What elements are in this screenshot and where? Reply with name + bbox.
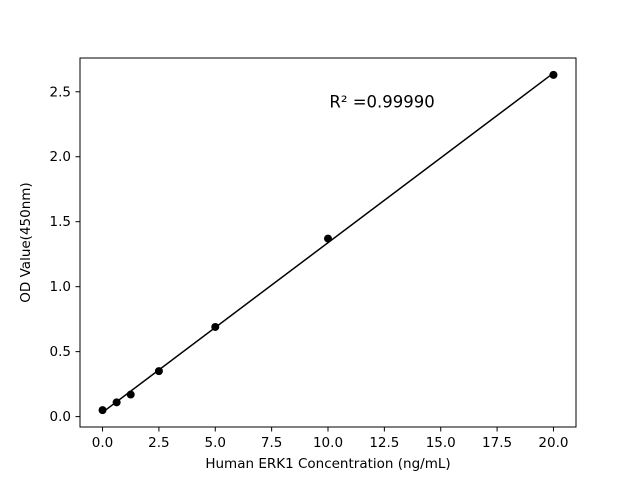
x-axis-label: Human ERK1 Concentration (ng/mL)	[205, 456, 450, 472]
y-tick-label: 1.5	[50, 214, 71, 230]
y-tick-label: 0.0	[50, 409, 71, 425]
data-point	[112, 398, 121, 407]
x-tick-label: 7.5	[261, 435, 282, 451]
x-tick-label: 15.0	[426, 435, 456, 451]
data-point	[98, 406, 107, 415]
data-point	[211, 322, 220, 331]
y-tick-label: 1.0	[50, 279, 71, 295]
r-squared-annotation: R² =0.99990	[329, 92, 434, 111]
data-point	[549, 70, 558, 79]
x-tick-label: 12.5	[369, 435, 399, 451]
data-point	[154, 367, 163, 376]
x-tick-label: 0.0	[92, 435, 113, 451]
fit-line	[102, 72, 554, 413]
x-tick-label: 5.0	[205, 435, 226, 451]
x-tick-label: 20.0	[538, 435, 568, 451]
data-point	[324, 234, 332, 243]
y-tick-label: 2.5	[50, 84, 71, 100]
y-tick-label: 2.0	[50, 149, 71, 165]
y-tick-label: 0.5	[50, 344, 71, 360]
x-tick-label: 17.5	[482, 435, 512, 451]
x-tick-label: 2.5	[148, 435, 169, 451]
y-axis-label: OD Value(450nm)	[18, 182, 34, 302]
data-point	[126, 390, 135, 399]
x-tick-label: 10.0	[313, 435, 343, 451]
